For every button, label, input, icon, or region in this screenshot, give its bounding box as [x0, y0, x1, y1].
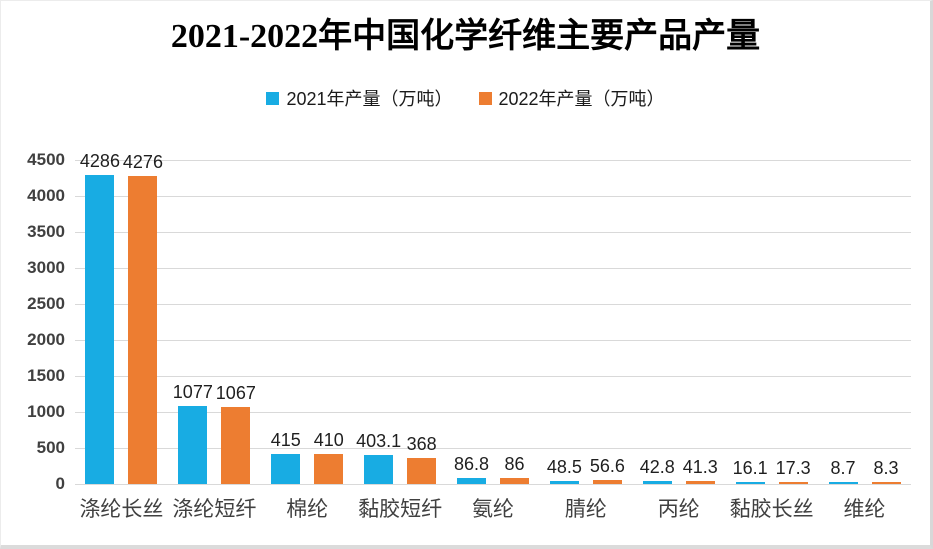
y-tick-label: 0	[55, 474, 65, 493]
plot-area: 4286 1077 415 403.1 86.8 48.5 42.8 16.1 8.7 4276 1…	[75, 151, 911, 485]
category-label: 黏胶短纤	[358, 498, 443, 521]
chart-title: 2021-2022年中国化学纤维主要产品产量	[170, 18, 761, 55]
bar	[364, 454, 394, 484]
y-tick-label: 3500	[27, 222, 65, 241]
value-label: 48.5	[546, 456, 582, 477]
y-tick-label: 4000	[27, 186, 65, 205]
gridline	[75, 303, 911, 305]
y-axis-labels: 0 500 1000 1500 2000 2500 3000 3500 4000 4500	[5, 150, 65, 493]
value-label: 42.8	[639, 456, 675, 477]
gridline	[75, 195, 911, 197]
bar	[128, 176, 158, 484]
bar	[271, 454, 301, 484]
bar	[871, 482, 901, 484]
value-label: 1067	[215, 383, 256, 404]
value-label: 56.6	[589, 455, 625, 476]
gridline	[75, 447, 911, 449]
value-label: 41.3	[682, 457, 718, 478]
value-label: 410	[313, 430, 344, 451]
y-tick-label: 2500	[27, 294, 65, 313]
legend-item: 2022年产量（万吨）	[478, 85, 665, 111]
category-label: 棉纶	[286, 498, 329, 521]
value-label: 1077	[172, 382, 213, 403]
y-tick-label: 1500	[27, 366, 65, 385]
category-label: 涤纶长丝	[79, 498, 164, 521]
bar	[85, 175, 115, 484]
gridline	[75, 483, 911, 485]
legend-label: 2021年产量（万吨）	[286, 89, 453, 109]
value-label: 368	[406, 433, 437, 454]
value-label: 86.8	[453, 453, 490, 474]
value-label: 8.7	[830, 458, 856, 478]
category-label: 维纶	[843, 498, 886, 521]
bar	[735, 482, 765, 484]
y-tick-label: 4500	[27, 150, 65, 169]
value-label: 17.3	[775, 458, 811, 478]
value-label: 8.3	[873, 458, 899, 478]
bar	[178, 406, 208, 484]
legend: 2021年产量（万吨） 2022年产量（万吨）	[1, 85, 930, 111]
legend-swatch-2022	[478, 91, 492, 105]
value-label: 415	[270, 430, 301, 451]
gridline	[75, 339, 911, 341]
legend-swatch-2021	[266, 91, 280, 105]
category-label: 丙纶	[657, 498, 700, 521]
bar	[549, 480, 579, 484]
category-label: 氨纶	[472, 498, 514, 521]
bar	[592, 479, 622, 484]
bar	[642, 480, 672, 484]
gridline	[75, 159, 911, 161]
legend-item: 2021年产量（万吨）	[266, 85, 453, 111]
bar	[828, 482, 858, 484]
value-label: 16.1	[732, 458, 768, 478]
bar	[407, 457, 437, 484]
y-tick-label: 3000	[27, 258, 65, 277]
value-label: 403.1	[356, 430, 402, 451]
bar	[314, 454, 344, 484]
bar	[221, 407, 251, 484]
category-label: 黏胶长丝	[729, 498, 814, 521]
value-label: 4276	[122, 152, 163, 173]
y-tick-label: 2000	[27, 330, 65, 349]
gridline	[75, 231, 911, 233]
category-label: 涤纶短纤	[172, 498, 257, 521]
x-axis-labels: 涤纶长丝 涤纶短纤 棉纶 黏胶短纤 氨纶 腈纶 丙纶 黏胶长丝 维纶	[75, 495, 911, 527]
bar	[778, 482, 808, 484]
bar	[685, 481, 715, 484]
value-label: 4286	[79, 151, 120, 172]
gridline	[75, 375, 911, 377]
gridline	[75, 267, 911, 269]
legend-label: 2022年产量（万吨）	[498, 89, 665, 109]
y-tick-label: 500	[36, 438, 65, 457]
y-tick-label: 1000	[27, 402, 65, 421]
gridline	[75, 411, 911, 413]
bar	[457, 477, 486, 484]
value-label: 86	[504, 453, 525, 474]
category-label: 腈纶	[564, 498, 607, 521]
bar	[500, 477, 529, 484]
